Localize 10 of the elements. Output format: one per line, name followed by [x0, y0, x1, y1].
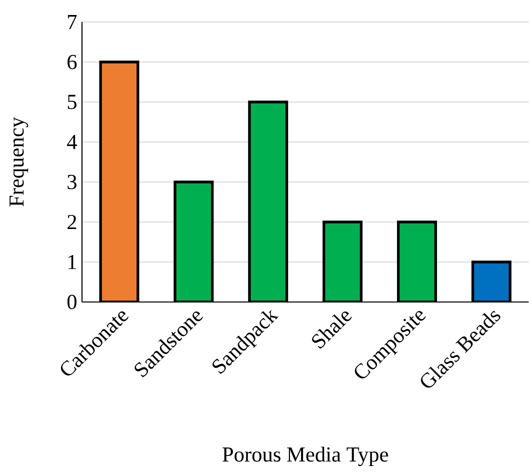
- y-tick-label: 2: [68, 214, 76, 230]
- y-tick-label: 6: [68, 54, 77, 70]
- y-tick-label: 5: [68, 94, 76, 110]
- y-tick-label: 3: [68, 174, 76, 190]
- y-axis-title: Frequency: [10, 117, 28, 206]
- y-tick-label: 7: [68, 15, 77, 29]
- x-axis-title: Porous Media Type: [222, 446, 388, 466]
- y-tick-label: 1: [68, 254, 76, 270]
- y-tick-label: 0: [67, 294, 76, 310]
- y-tick-label: 4: [67, 134, 77, 150]
